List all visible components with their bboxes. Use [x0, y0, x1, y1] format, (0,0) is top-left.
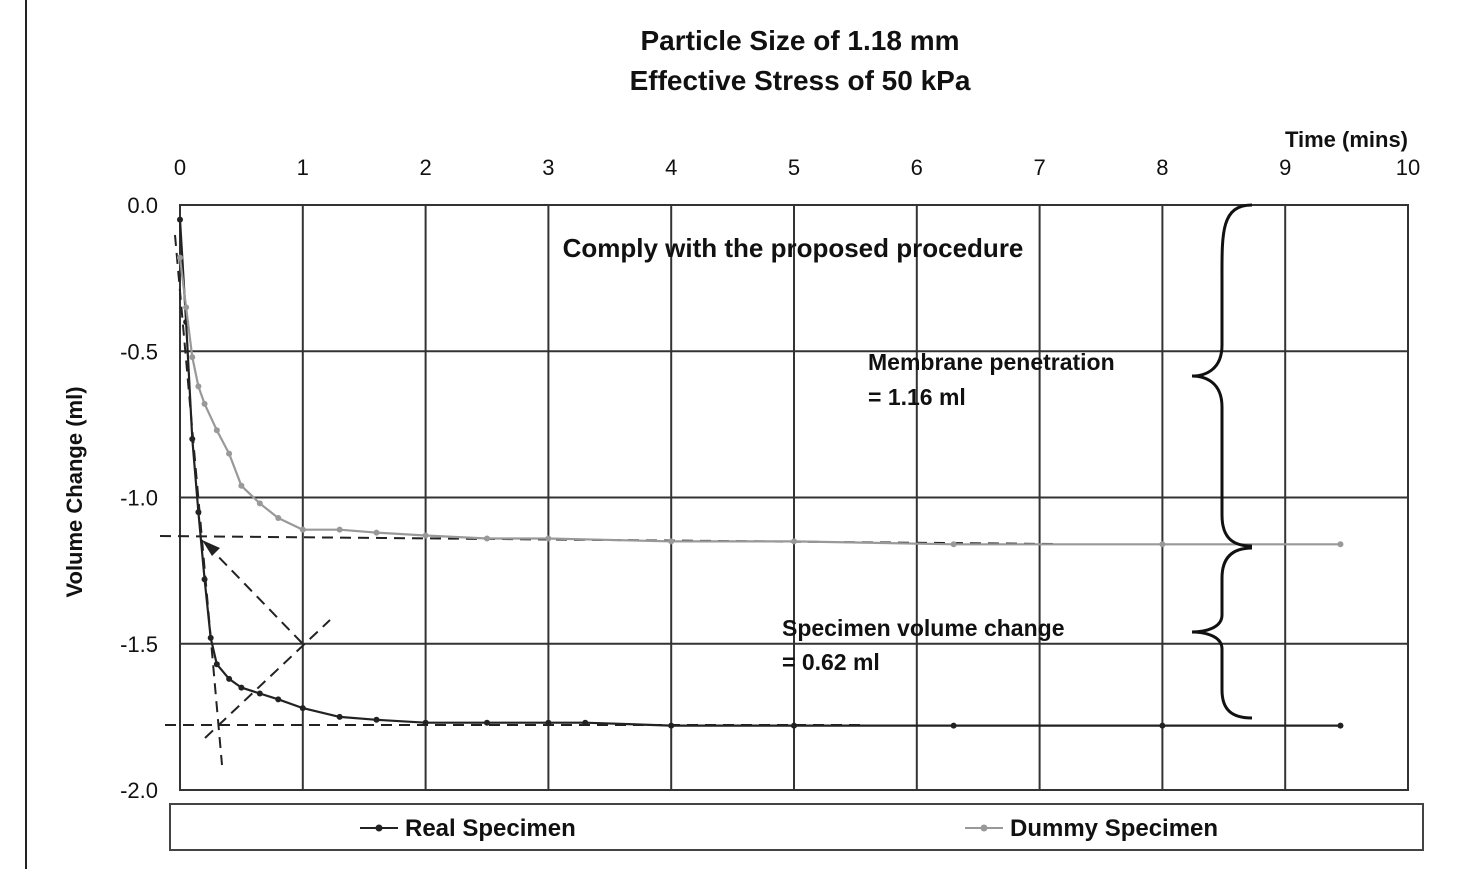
data-point-dummy-specimen — [226, 450, 233, 457]
x-tick-label: 0 — [174, 155, 186, 180]
data-point-dummy-specimen — [213, 427, 220, 434]
specimen-brace — [1191, 546, 1253, 720]
data-point-real-specimen — [1337, 722, 1344, 729]
data-point-dummy-specimen — [238, 482, 245, 489]
data-point-real-specimen — [238, 684, 245, 691]
data-point-real-specimen — [373, 716, 380, 723]
y-axis-title: Volume Change (ml) — [62, 386, 87, 597]
legend-box — [169, 803, 1424, 851]
x-axis-title: Time (mins) — [1285, 127, 1408, 152]
data-point-real-specimen — [275, 696, 282, 703]
membrane-annotation-line1: Membrane penetration — [868, 349, 1115, 375]
y-tick-label: 0.0 — [127, 193, 158, 218]
data-point-real-specimen — [950, 722, 957, 729]
data-point-dummy-specimen — [201, 400, 208, 407]
y-tick-label: -1.5 — [120, 632, 158, 657]
data-point-dummy-specimen — [668, 538, 675, 545]
plot-area-border — [179, 204, 1409, 791]
legend-real-swatch-marker — [375, 824, 383, 832]
x-tick-label: 5 — [788, 155, 800, 180]
data-point-real-specimen — [226, 675, 233, 682]
legend-real-specimen: Real Specimen — [360, 815, 576, 842]
data-point-dummy-specimen — [1159, 541, 1166, 548]
series — [177, 216, 1344, 729]
series-line-dummy-specimen — [178, 257, 1341, 546]
x-tick-label: 1 — [297, 155, 309, 180]
data-point-dummy-specimen — [484, 535, 490, 542]
data-point-real-specimen — [177, 216, 183, 223]
data-point-real-specimen — [195, 509, 202, 516]
data-point-dummy-specimen — [275, 514, 282, 521]
x-tick-label: 2 — [419, 155, 431, 180]
data-point-dummy-specimen — [1337, 541, 1344, 548]
x-tick-label: 10 — [1396, 155, 1420, 180]
series-line-real-specimen — [178, 219, 1341, 727]
data-point-real-specimen — [256, 690, 263, 697]
specimen-annotation-line2: = 0.62 ml — [782, 649, 880, 675]
data-point-real-specimen — [213, 661, 220, 668]
chart-title: Particle Size of 1.18 mm — [640, 25, 959, 56]
y-tick-label: -2.0 — [120, 778, 158, 803]
construction-lines — [159, 234, 1056, 766]
series-dummy-specimen — [177, 254, 1344, 548]
data-point-dummy-specimen — [256, 500, 263, 507]
membrane-annotation-line2: = 1.16 ml — [868, 384, 966, 410]
data-point-real-specimen — [668, 722, 675, 729]
data-point-real-specimen — [545, 719, 552, 726]
data-point-real-specimen — [1159, 722, 1166, 729]
data-point-dummy-specimen — [189, 354, 196, 361]
secant-dashed-line — [204, 619, 331, 739]
y-tick-label: -0.5 — [120, 339, 158, 364]
y-tick-labels: 0.0 -0.5 -1.0 -1.5 -2.0 — [120, 193, 158, 803]
data-point-real-specimen — [422, 719, 429, 726]
data-point-dummy-specimen — [177, 254, 183, 261]
x-tick-label: 6 — [911, 155, 923, 180]
x-tick-label: 3 — [542, 155, 554, 180]
x-tick-labels: 0 1 2 3 4 5 6 7 8 9 10 — [174, 155, 1420, 180]
bisector-arrowhead — [202, 540, 220, 556]
data-point-dummy-specimen — [950, 541, 957, 548]
data-point-real-specimen — [207, 634, 214, 641]
data-point-dummy-specimen — [195, 383, 202, 390]
data-point-dummy-specimen — [791, 538, 797, 545]
legend-dummy-specimen: Dummy Specimen — [965, 815, 1218, 842]
data-point-real-specimen — [791, 722, 797, 729]
data-point-real-specimen — [336, 713, 343, 720]
data-point-dummy-specimen — [545, 535, 552, 542]
data-point-dummy-specimen — [336, 526, 343, 533]
data-point-real-specimen — [582, 719, 589, 726]
initial-tangent-dashed-line — [174, 234, 223, 766]
procedure-annotation: Comply with the proposed procedure — [563, 233, 1024, 263]
data-point-dummy-specimen — [299, 526, 306, 533]
data-point-dummy-specimen — [183, 304, 190, 311]
legend-real-label: Real Specimen — [405, 815, 576, 842]
data-point-real-specimen — [189, 436, 196, 442]
data-point-real-specimen — [484, 719, 490, 726]
x-tick-label: 9 — [1279, 155, 1291, 180]
data-point-real-specimen — [201, 576, 208, 583]
series-real-specimen — [177, 216, 1344, 729]
chart-subtitle: Effective Stress of 50 kPa — [630, 65, 971, 96]
specimen-annotation-line1: Specimen volume change — [782, 615, 1064, 641]
legend-dummy-swatch-marker — [980, 824, 988, 832]
x-tick-label: 4 — [665, 155, 677, 180]
x-tick-label: 7 — [1033, 155, 1045, 180]
membrane-brace — [1191, 203, 1253, 548]
x-tick-label: 8 — [1156, 155, 1168, 180]
data-point-dummy-specimen — [373, 529, 380, 536]
y-tick-label: -1.0 — [120, 486, 158, 511]
legend-dummy-label: Dummy Specimen — [1010, 815, 1218, 842]
data-point-real-specimen — [299, 705, 306, 712]
bisector-dashed-line — [209, 547, 303, 644]
data-point-dummy-specimen — [422, 532, 429, 539]
